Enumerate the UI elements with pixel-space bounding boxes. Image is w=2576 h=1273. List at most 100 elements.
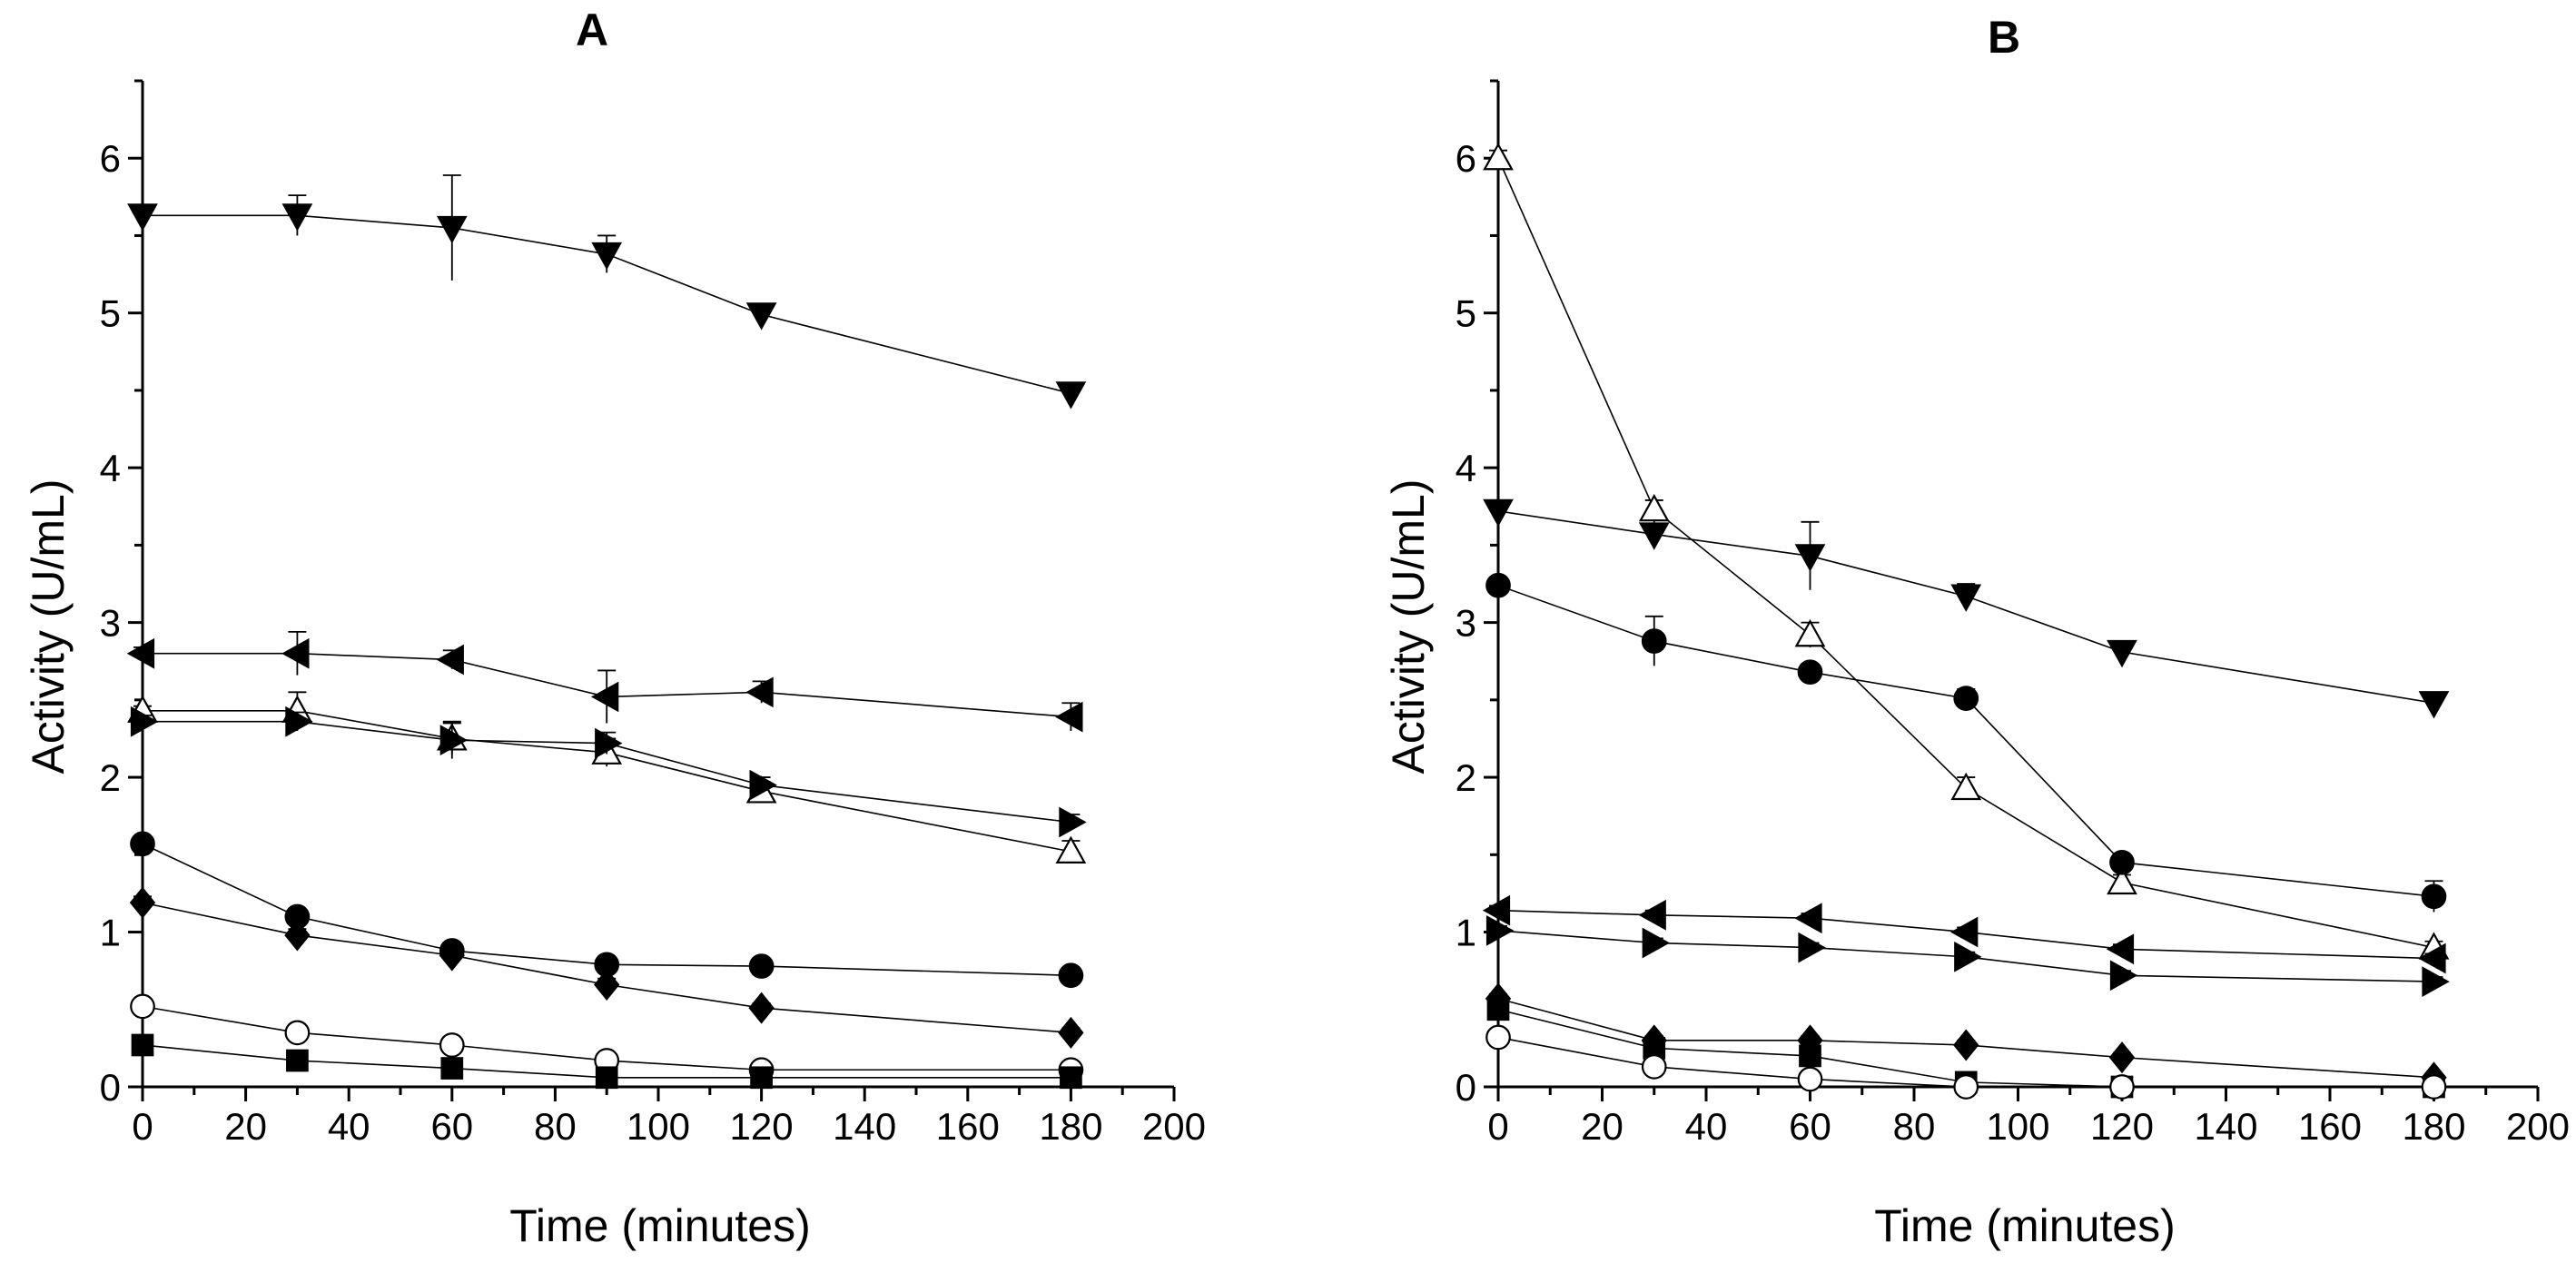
chart-title: B — [1988, 12, 2020, 63]
data-point — [1797, 1066, 1823, 1092]
data-point — [1953, 1074, 1979, 1100]
series-line — [1497, 157, 2434, 949]
data-point — [2422, 966, 2450, 997]
data-point — [1638, 899, 1666, 931]
data-point — [745, 302, 777, 331]
data-point — [439, 725, 469, 756]
series-line — [142, 1005, 1071, 1071]
series-line — [143, 214, 1071, 395]
x-tick-label: 180 — [1039, 1105, 1102, 1148]
x-tick-label: 160 — [936, 1105, 1000, 1148]
data-point — [745, 676, 774, 708]
data-point — [131, 1033, 154, 1057]
data-point — [440, 1057, 464, 1080]
data-point — [1953, 1029, 1979, 1061]
y-tick-label: 4 — [1456, 447, 1476, 489]
y-tick-label: 2 — [1456, 756, 1476, 799]
x-tick-label: 180 — [2402, 1105, 2465, 1148]
data-point — [1797, 659, 1823, 686]
data-point — [130, 993, 155, 1020]
data-point — [1794, 544, 1826, 572]
data-point — [1059, 806, 1087, 838]
data-point — [439, 939, 465, 972]
data-point — [1950, 772, 1982, 801]
data-point — [748, 953, 775, 979]
data-point — [281, 637, 310, 669]
data-point — [1483, 498, 1514, 528]
x-tick-label: 160 — [2298, 1105, 2362, 1148]
x-tick-label: 0 — [1487, 1105, 1508, 1148]
data-point — [2107, 866, 2137, 895]
y-tick-label: 5 — [1456, 292, 1476, 335]
data-point — [284, 919, 311, 952]
data-point — [129, 886, 156, 919]
series-tri-down-filled — [127, 174, 1087, 410]
data-point — [1482, 894, 1511, 926]
x-axis-title: Time (minutes) — [1874, 1200, 2176, 1251]
data-point — [1055, 701, 1083, 733]
data-point — [1485, 572, 1511, 598]
series-tri-right-filled — [1485, 914, 2450, 997]
series-line — [143, 709, 1071, 853]
data-point — [2109, 1074, 2135, 1100]
y-tick-label: 5 — [100, 292, 121, 335]
x-tick-label: 200 — [1142, 1105, 1206, 1148]
series-tri-right-filled — [130, 706, 1087, 838]
data-point — [281, 203, 313, 232]
series-line — [142, 902, 1071, 1034]
y-tick-label: 6 — [100, 137, 121, 180]
series-line — [143, 652, 1071, 718]
data-point — [436, 215, 468, 244]
y-tick-label: 3 — [1456, 602, 1476, 645]
x-tick-label: 140 — [833, 1105, 896, 1148]
series-diamond-filled — [129, 886, 1084, 1049]
chart-panel-a: A Activity (U/mL) Time (minutes) 0 20 40 60… — [23, 5, 1206, 1251]
x-tick-label: 100 — [627, 1105, 690, 1148]
x-tick-label: 40 — [1685, 1105, 1728, 1148]
data-point — [2109, 960, 2138, 992]
data-point — [1953, 686, 1979, 711]
series-line — [142, 843, 1071, 977]
data-point — [2106, 933, 2135, 965]
x-tick-label: 20 — [224, 1105, 267, 1148]
series-circle-filled — [130, 831, 1084, 989]
data-point — [2108, 1041, 2136, 1074]
data-point — [1642, 927, 1671, 959]
data-point — [1485, 914, 1515, 946]
y-tick-label: 4 — [100, 447, 121, 489]
x-tick-label: 60 — [430, 1105, 473, 1148]
data-point — [1060, 1066, 1082, 1090]
data-point — [1641, 1053, 1667, 1080]
data-point — [748, 992, 775, 1024]
y-tick-label: 3 — [100, 602, 121, 645]
data-point — [436, 644, 464, 676]
x-tick-label: 200 — [2506, 1105, 2570, 1148]
data-point — [126, 637, 155, 669]
series-line — [143, 720, 1071, 824]
data-point — [1055, 835, 1087, 863]
data-point — [1638, 493, 1670, 522]
series-line — [1497, 1036, 2434, 1088]
series-tri-left-filled — [1482, 894, 2446, 974]
data-point — [439, 1032, 465, 1058]
x-tick-label: 80 — [534, 1105, 577, 1148]
x-tick-label: 140 — [2194, 1105, 2257, 1148]
x-tick-label: 40 — [328, 1105, 370, 1148]
chart-title: A — [576, 5, 608, 55]
y-tick-label: 1 — [1456, 912, 1476, 954]
data-point — [1641, 628, 1667, 654]
data-point — [1949, 916, 1979, 948]
data-point — [2107, 639, 2137, 668]
series-tri-up-open — [1483, 142, 2450, 960]
x-tick-label: 60 — [1789, 1105, 1831, 1148]
data-point — [127, 203, 158, 232]
x-tick-label: 120 — [2090, 1105, 2154, 1148]
x-tick-label: 0 — [132, 1105, 153, 1148]
data-point — [285, 706, 313, 737]
data-point — [1055, 381, 1087, 410]
x-tick-label: 20 — [1581, 1105, 1624, 1148]
data-point — [284, 1020, 311, 1046]
data-point — [591, 242, 623, 271]
y-tick-label: 0 — [100, 1066, 121, 1109]
data-point — [590, 681, 619, 713]
